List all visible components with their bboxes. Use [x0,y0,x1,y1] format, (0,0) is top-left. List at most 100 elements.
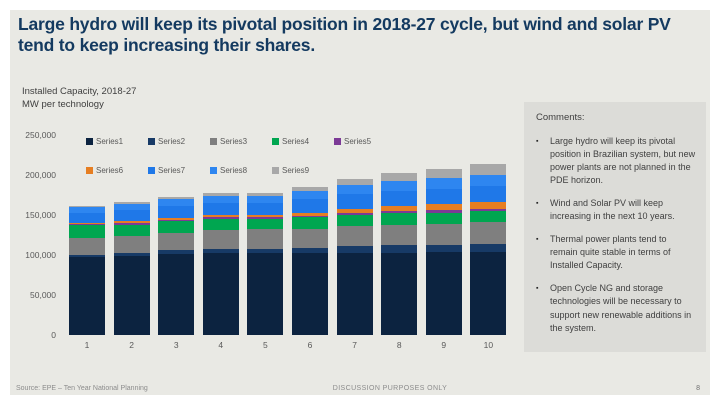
chart-title: Installed Capacity, 2018-27 [22,86,137,97]
bar-segment-series5-cat10 [470,208,507,211]
legend-item: Series1 [86,137,123,146]
bar-segment-series8-cat8 [381,181,418,191]
bar-segment-series4-cat7 [336,215,373,227]
bar-segment-series5-cat3 [158,219,195,222]
legend-item: Series2 [148,137,185,146]
bullet-icon: ▪ [536,200,539,208]
comment-text: Thermal power plants tend to remain quit… [550,234,671,271]
bar-segment-series3-cat1 [69,238,105,255]
bar-segment-series4-cat8 [381,213,418,225]
legend-label: Series9 [282,166,310,175]
bar-segment-series4-cat9 [425,212,462,224]
legend-label: Series7 [158,166,186,175]
bar-segment-series3-cat2 [113,235,150,253]
bar-segment-series9-cat9 [425,169,462,179]
slide: Large hydro will keep its pivotal positi… [10,10,710,395]
legend-item: Series5 [334,137,371,146]
bar-segment-series8-cat10 [470,174,507,186]
bar-segment-series5-cat4 [202,217,239,219]
x-axis-tick-label: 8 [396,340,402,350]
legend-swatch-icon [86,138,93,145]
bar-segment-series6-cat9 [425,203,462,211]
comment-bullet: ▪ Thermal power plants tend to remain qu… [536,233,696,272]
y-axis-tick-label: 200,000 [25,170,56,180]
bar-segment-series4-cat4 [202,219,239,231]
x-axis-tick-label: 9 [441,340,447,350]
y-axis-tick-label: 150,000 [25,210,56,220]
legend-swatch-icon [272,138,279,145]
bar-segment-series9-cat2 [113,202,150,204]
legend-label: Series2 [158,137,186,146]
bar-segment-series1-cat9 [425,251,462,335]
bar-segment-series4-cat3 [158,221,195,233]
bar-segment-series1-cat5 [247,253,284,335]
bar-segment-series5-cat9 [425,210,462,213]
bar-segment-series1-cat8 [381,252,418,335]
bar-segment-series7-cat8 [381,190,418,206]
bar-segment-series9-cat6 [292,187,328,191]
legend-item: Series9 [272,166,309,175]
bar-segment-series5-cat5 [247,217,284,219]
x-axis-tick-label: 1 [84,340,90,350]
bar-segment-series5-cat7 [336,213,373,215]
bar-segment-series1-cat1 [69,257,105,335]
bullet-icon: ▪ [536,285,539,293]
legend-item: Series8 [210,166,247,175]
bullet-icon: ▪ [536,236,539,244]
comments-heading: Comments: [536,112,585,123]
bar-segment-series6-cat7 [336,208,373,214]
bar-segment-series2-cat10 [470,243,507,252]
bar-segment-series3-cat4 [202,230,239,249]
legend-label: Series4 [282,137,310,146]
bar-segment-series7-cat10 [470,185,507,202]
chart-heading: Installed Capacity, 2018-27 MW per techn… [22,86,136,112]
bar-segment-series4-cat1 [69,225,105,239]
bar-segment-series7-cat5 [247,203,284,215]
comment-bullet: ▪ Open Cycle NG and storage technologies… [536,282,696,334]
legend-label: Series8 [220,166,248,175]
bar-segment-series2-cat3 [158,250,195,255]
bar-segment-series6-cat2 [113,221,150,223]
bar-segment-series7-cat2 [113,210,150,222]
footer-disclaimer: DISCUSSION PURPOSES ONLY [332,385,448,392]
bar-segment-series3-cat3 [158,232,195,251]
bar-segment-series2-cat4 [202,248,239,254]
bar-segment-series6-cat5 [247,215,284,218]
bar-segment-series1-cat10 [470,251,507,335]
bar-segment-series6-cat6 [292,212,328,216]
bar-segment-series2-cat1 [69,255,105,258]
bar-segment-series3-cat7 [336,226,373,247]
x-axis-tick-label: 5 [263,340,268,350]
legend-label: Series5 [344,137,372,146]
bar-segment-series1-cat6 [292,253,328,335]
bar-segment-series3-cat5 [247,229,284,249]
bar-segment-series4-cat5 [247,219,284,230]
bar-segment-series8-cat1 [69,207,105,213]
y-axis-tick-label: 50,000 [30,290,56,300]
comment-text: Wind and Solar PV will keep increasing i… [550,198,675,222]
bar-segment-series2-cat2 [113,252,150,256]
legend-label: Series1 [96,137,124,146]
bar-segment-series7-cat9 [425,188,462,204]
legend-swatch-icon [148,138,155,145]
bar-segment-series8-cat3 [158,198,195,206]
y-axis-tick-label: 100,000 [25,250,56,260]
comment-bullet: ▪ Wind and Solar PV will keep increasing… [536,197,696,223]
x-axis-tick-label: 6 [307,340,313,350]
bar-segment-series3-cat10 [470,222,507,244]
bar-segment-series5-cat6 [292,215,328,218]
bar-segment-series5-cat8 [381,211,418,214]
bar-segment-series9-cat4 [202,193,239,196]
bar-segment-series7-cat3 [158,205,195,218]
bar-segment-series2-cat6 [292,247,328,254]
bar-segment-series4-cat6 [292,217,328,229]
comments-panel: Comments: ▪ Large hydro will keep its pi… [524,102,706,352]
bar-segment-series9-cat5 [247,193,284,196]
bar-segment-series1-cat7 [336,252,373,335]
footer-source: Source: EPE – Ten Year National Planning [16,385,148,392]
bar-segment-series3-cat6 [292,228,328,248]
legend-item: Series4 [272,137,309,146]
legend-item: Series6 [86,166,123,175]
bar-segment-series6-cat10 [470,201,507,209]
bar-segment-series6-cat4 [202,215,239,218]
